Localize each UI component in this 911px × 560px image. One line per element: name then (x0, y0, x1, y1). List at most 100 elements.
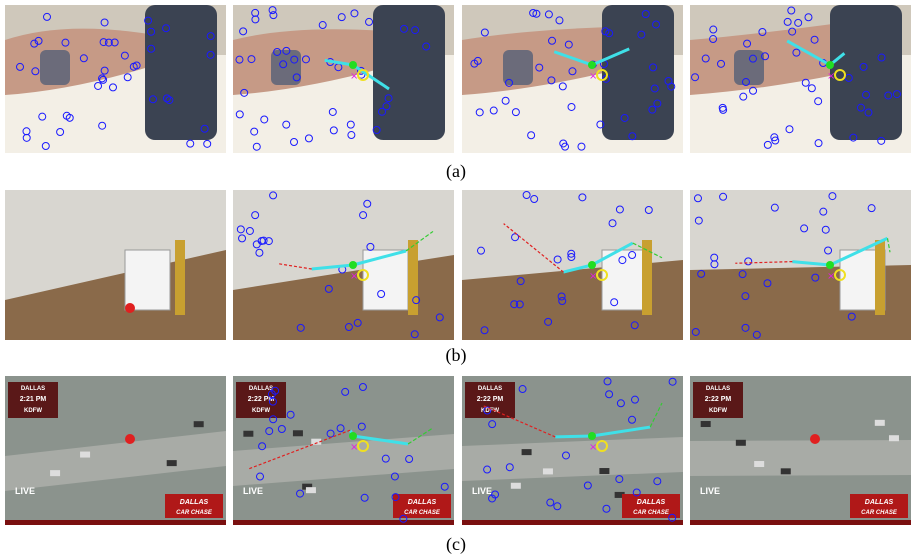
caption: (a) (446, 161, 466, 182)
car (522, 449, 532, 455)
tv-time: 2:21 PM (20, 396, 47, 403)
box (602, 250, 647, 310)
cross: × (589, 71, 597, 82)
center (588, 261, 596, 269)
figure: (a) (b) (c) ××××××DALLAS2:21 PMKDFWLIVED… (0, 0, 911, 560)
ticker (5, 520, 226, 525)
scene: × (462, 190, 683, 340)
tv-live: LIVE (243, 486, 263, 496)
tv-banner-sub: CAR CHASE (633, 510, 670, 516)
target (125, 434, 135, 444)
car (194, 421, 204, 427)
tv-city: DALLAS (21, 386, 45, 392)
box (125, 250, 170, 310)
tv-live: LIVE (15, 486, 35, 496)
box (363, 250, 408, 310)
scene: × (233, 5, 454, 153)
tv-banner-sub: CAR CHASE (861, 510, 898, 516)
books (175, 240, 185, 315)
target (810, 434, 820, 444)
tv-station: KDFW (252, 408, 270, 414)
cross: × (350, 442, 358, 453)
center (588, 61, 596, 69)
tv-city: DALLAS (478, 386, 502, 392)
scene: × (690, 190, 911, 340)
cross: × (350, 271, 358, 282)
frame: × (690, 190, 911, 340)
cross: × (827, 71, 835, 82)
car (543, 468, 553, 474)
track-line (555, 436, 592, 437)
watch (40, 50, 70, 85)
frame: × (690, 5, 911, 153)
car (875, 420, 885, 426)
car (80, 452, 90, 458)
car (167, 460, 177, 466)
tv-banner-sub: CAR CHASE (404, 510, 441, 516)
ticker (462, 520, 683, 525)
target (125, 303, 135, 313)
frame: × (233, 190, 454, 340)
frame: × (462, 5, 683, 153)
scene: × (233, 190, 454, 340)
frame (5, 190, 226, 340)
car (599, 468, 609, 474)
center (826, 261, 834, 269)
cross: × (589, 271, 597, 282)
center (826, 61, 834, 69)
caption: (b) (446, 345, 467, 366)
frame: × (462, 190, 683, 340)
cross: × (350, 71, 358, 82)
caption: (c) (446, 534, 466, 555)
scene: × (690, 5, 911, 153)
frame (5, 5, 226, 153)
car (889, 435, 899, 441)
car (306, 487, 316, 493)
cup (830, 5, 902, 140)
ticker (690, 520, 911, 525)
car (701, 421, 711, 427)
frame: DALLAS 2:22 PM KDFW LIVE DALLAS CAR CHASE (690, 376, 911, 525)
center (588, 432, 596, 440)
tv-time: 2:22 PM (705, 396, 732, 403)
tv-banner: DALLAS (865, 499, 894, 506)
cup (145, 5, 217, 140)
car (511, 483, 521, 489)
overpass (690, 440, 911, 476)
car (243, 431, 253, 437)
cross: × (589, 442, 597, 453)
books (642, 240, 652, 315)
scene: DALLAS 2:22 PM KDFW LIVE DALLAS CAR CHASE (690, 376, 911, 525)
tv-banner: DALLAS (408, 499, 437, 506)
car (781, 468, 791, 474)
center (349, 432, 357, 440)
tv-banner-sub: CAR CHASE (176, 510, 213, 516)
tv-live: LIVE (700, 486, 720, 496)
scene: DALLAS 2:21 PM KDFW LIVE DALLAS CAR CHASE (5, 376, 226, 525)
scene: × (462, 5, 683, 153)
ticker (233, 520, 454, 525)
frame: DALLAS 2:21 PM KDFW LIVE DALLAS CAR CHASE (5, 376, 226, 525)
tv-live: LIVE (472, 486, 492, 496)
tv-station: KDFW (709, 408, 727, 414)
tv-city: DALLAS (706, 386, 730, 392)
tv-station: KDFW (24, 408, 42, 414)
scene (5, 5, 226, 153)
car (736, 440, 746, 446)
car (293, 430, 303, 436)
frame: DALLAS2:22 PMKDFWLIVEDALLASCAR CHASE× (462, 376, 683, 525)
cup (602, 5, 674, 140)
car (50, 470, 60, 476)
books (875, 240, 885, 315)
tv-banner: DALLAS (637, 499, 666, 506)
car (754, 461, 764, 467)
cross: × (827, 271, 835, 282)
tv-banner: DALLAS (180, 499, 209, 506)
center (349, 61, 357, 69)
cup (373, 5, 445, 140)
tv-time: 2:22 PM (477, 396, 504, 403)
center (349, 261, 357, 269)
